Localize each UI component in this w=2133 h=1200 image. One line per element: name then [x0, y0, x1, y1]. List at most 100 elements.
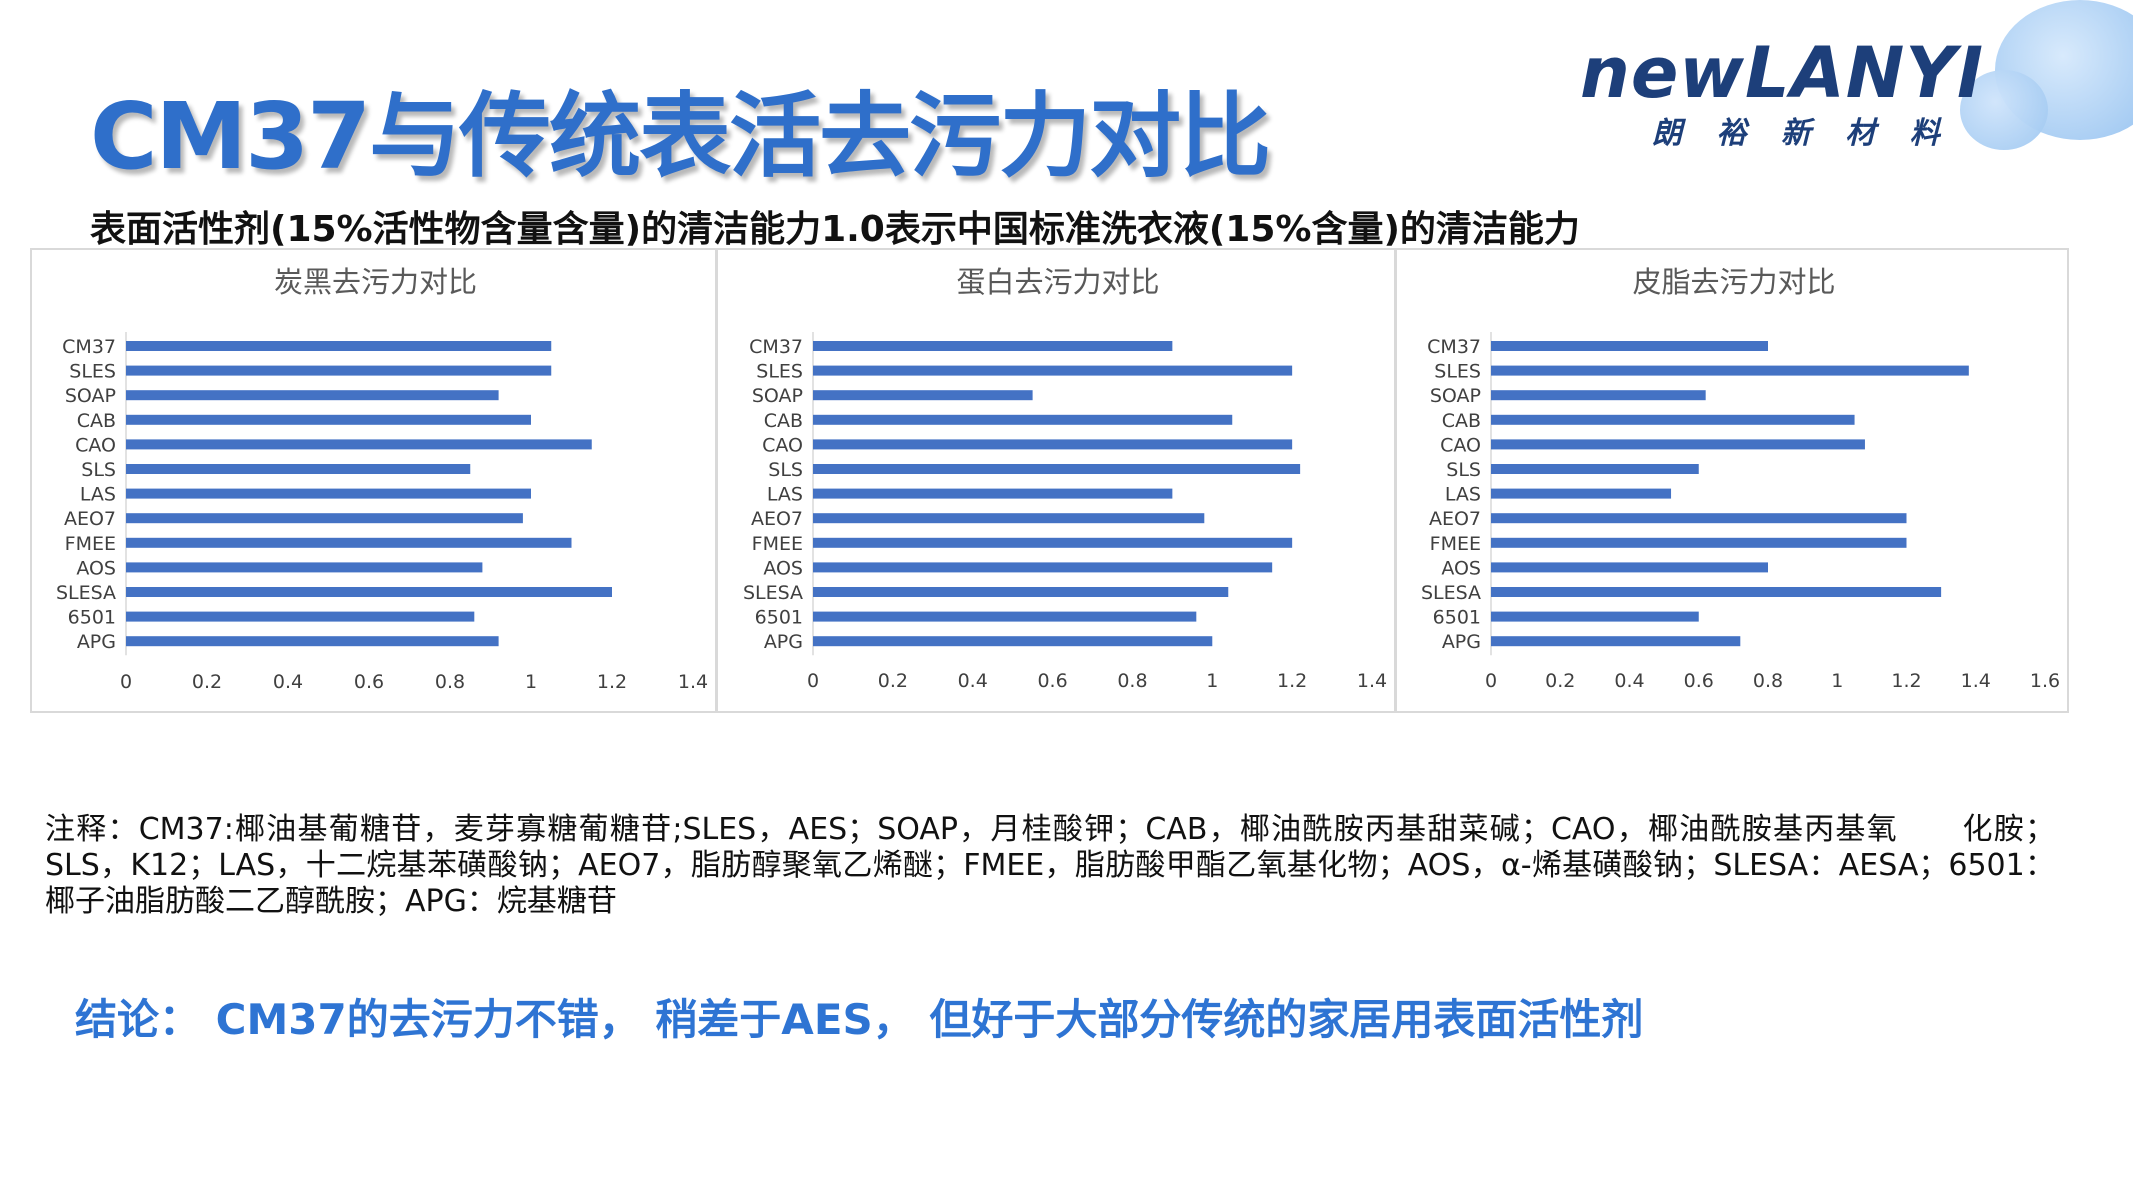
x-tick-label: 1: [1831, 670, 1843, 692]
category-label: CAO: [75, 434, 116, 456]
category-label: AOS: [1441, 557, 1481, 579]
bar-cab: [126, 414, 531, 425]
bar-aos: [813, 562, 1273, 573]
logo-name: newLANYI: [1580, 32, 1985, 114]
bar-sles: [1491, 365, 1969, 376]
category-label: SLESA: [1421, 582, 1481, 604]
x-tick-label: 1.2: [1891, 670, 1921, 692]
bar-sles: [813, 365, 1293, 376]
category-label: CAO: [1440, 434, 1481, 456]
x-tick-label: 0.2: [1545, 670, 1575, 692]
category-label: 6501: [755, 607, 803, 629]
bar-soap: [1491, 390, 1706, 401]
bar-sls: [126, 464, 471, 474]
x-tick-label: 0.8: [1753, 670, 1783, 692]
bar-las: [813, 488, 1173, 499]
bar-cao: [126, 439, 592, 450]
x-tick-label: 1.4: [678, 671, 708, 693]
category-label: CAB: [1442, 410, 1481, 432]
x-tick-label: 0.8: [1117, 670, 1147, 692]
chart-carbon-black: 炭黑去污力对比CM37SLESSOAPCABCAOSLSLASAEO7FMEEA…: [56, 265, 708, 693]
bar-apg: [813, 636, 1213, 647]
slide-title: CM37与传统表活去污力对比: [90, 83, 1271, 190]
x-tick-label: 0.2: [878, 670, 908, 692]
bar-6501: [1491, 611, 1699, 622]
category-label: AEO7: [1429, 508, 1481, 530]
chart-sebum: 皮脂去污力对比CM37SLESSOAPCABCAOSLSLASAEO7FMEEA…: [1421, 265, 2060, 692]
logo-chinese-name: 朗 裕 新 材 料: [1652, 116, 1952, 151]
x-tick-label: 1: [525, 671, 537, 693]
category-label: CM37: [1427, 336, 1481, 358]
category-label: AEO7: [64, 508, 116, 530]
bar-cao: [813, 439, 1293, 450]
category-label: SOAP: [1430, 385, 1481, 407]
bar-cm37: [813, 341, 1173, 351]
category-label: FMEE: [752, 533, 803, 555]
category-label: CAO: [762, 434, 803, 456]
bar-las: [1491, 488, 1672, 499]
x-tick-label: 0.4: [958, 670, 988, 692]
category-label: FMEE: [65, 533, 116, 555]
chart-title: 炭黑去污力对比: [274, 265, 477, 299]
bar-fmee: [1491, 537, 1907, 548]
category-label: SLES: [1434, 361, 1481, 383]
bar-aeo7: [126, 513, 523, 524]
category-label: SOAP: [65, 385, 116, 407]
bar-cm37: [1491, 341, 1768, 351]
x-tick-label: 1.4: [1357, 670, 1387, 692]
category-label: LAS: [80, 484, 116, 506]
category-label: SLES: [756, 361, 803, 383]
chart-title: 蛋白去污力对比: [956, 265, 1159, 299]
slide-subtitle: 表面活性剂(15%活性物含量含量)的清洁能力1.0表示中国标准洗衣液(15%含量…: [90, 209, 1580, 250]
category-label: LAS: [767, 484, 803, 506]
x-tick-label: 1.2: [1277, 670, 1307, 692]
x-tick-label: 0.6: [1037, 670, 1067, 692]
category-label: AEO7: [751, 508, 803, 530]
bar-apg: [1491, 636, 1741, 647]
bar-apg: [126, 636, 499, 647]
category-label: AOS: [763, 557, 803, 579]
category-label: APG: [1442, 631, 1481, 653]
bar-fmee: [126, 537, 572, 548]
x-tick-label: 1.6: [2030, 670, 2060, 692]
bar-las: [126, 488, 531, 499]
category-label: CAB: [77, 410, 116, 432]
bar-soap: [813, 390, 1033, 401]
category-label: SLES: [69, 361, 116, 383]
category-label: AOS: [76, 557, 116, 579]
category-label: SLESA: [743, 582, 803, 604]
bar-slesa: [126, 587, 612, 597]
bar-cm37: [126, 341, 552, 351]
x-tick-label: 1.2: [597, 671, 627, 693]
category-label: FMEE: [1430, 533, 1481, 555]
bar-soap: [126, 390, 499, 401]
category-label: SLS: [81, 459, 116, 481]
category-label: APG: [764, 631, 803, 653]
chart-protein: 蛋白去污力对比CM37SLESSOAPCABCAOSLSLASAEO7FMEEA…: [743, 265, 1387, 692]
category-label: CM37: [62, 336, 116, 358]
bar-sles: [126, 365, 552, 376]
bar-sls: [813, 464, 1301, 474]
x-tick-label: 0.6: [354, 671, 384, 693]
category-label: CAB: [764, 410, 803, 432]
x-tick-label: 1: [1206, 670, 1218, 692]
bar-sls: [1491, 464, 1699, 474]
bar-aeo7: [1491, 513, 1907, 524]
category-label: SOAP: [752, 385, 803, 407]
x-tick-label: 0.4: [273, 671, 303, 693]
category-label: CM37: [749, 336, 803, 358]
bar-slesa: [813, 587, 1229, 597]
bar-fmee: [813, 537, 1293, 548]
category-label: SLS: [768, 459, 803, 481]
x-tick-label: 0.2: [192, 671, 222, 693]
category-label: LAS: [1445, 484, 1481, 506]
x-tick-label: 0.6: [1684, 670, 1714, 692]
category-label: SLESA: [56, 582, 116, 604]
category-label: APG: [77, 631, 116, 653]
chart-panel-sebum: 皮脂去污力对比 CM37 SLES SOAP CAB CAO SLS LAS AEO7 FMEE A…: [1395, 248, 2069, 713]
bar-6501: [813, 611, 1197, 622]
bar-cao: [1491, 439, 1865, 450]
bar-slesa: [1491, 587, 1942, 597]
bar-6501: [126, 611, 475, 622]
notes-paragraph: 注释：CM37:椰油基葡糖苷，麦芽寡糖葡糖苷;SLES，AES；SOAP，月桂酸…: [45, 812, 2055, 919]
